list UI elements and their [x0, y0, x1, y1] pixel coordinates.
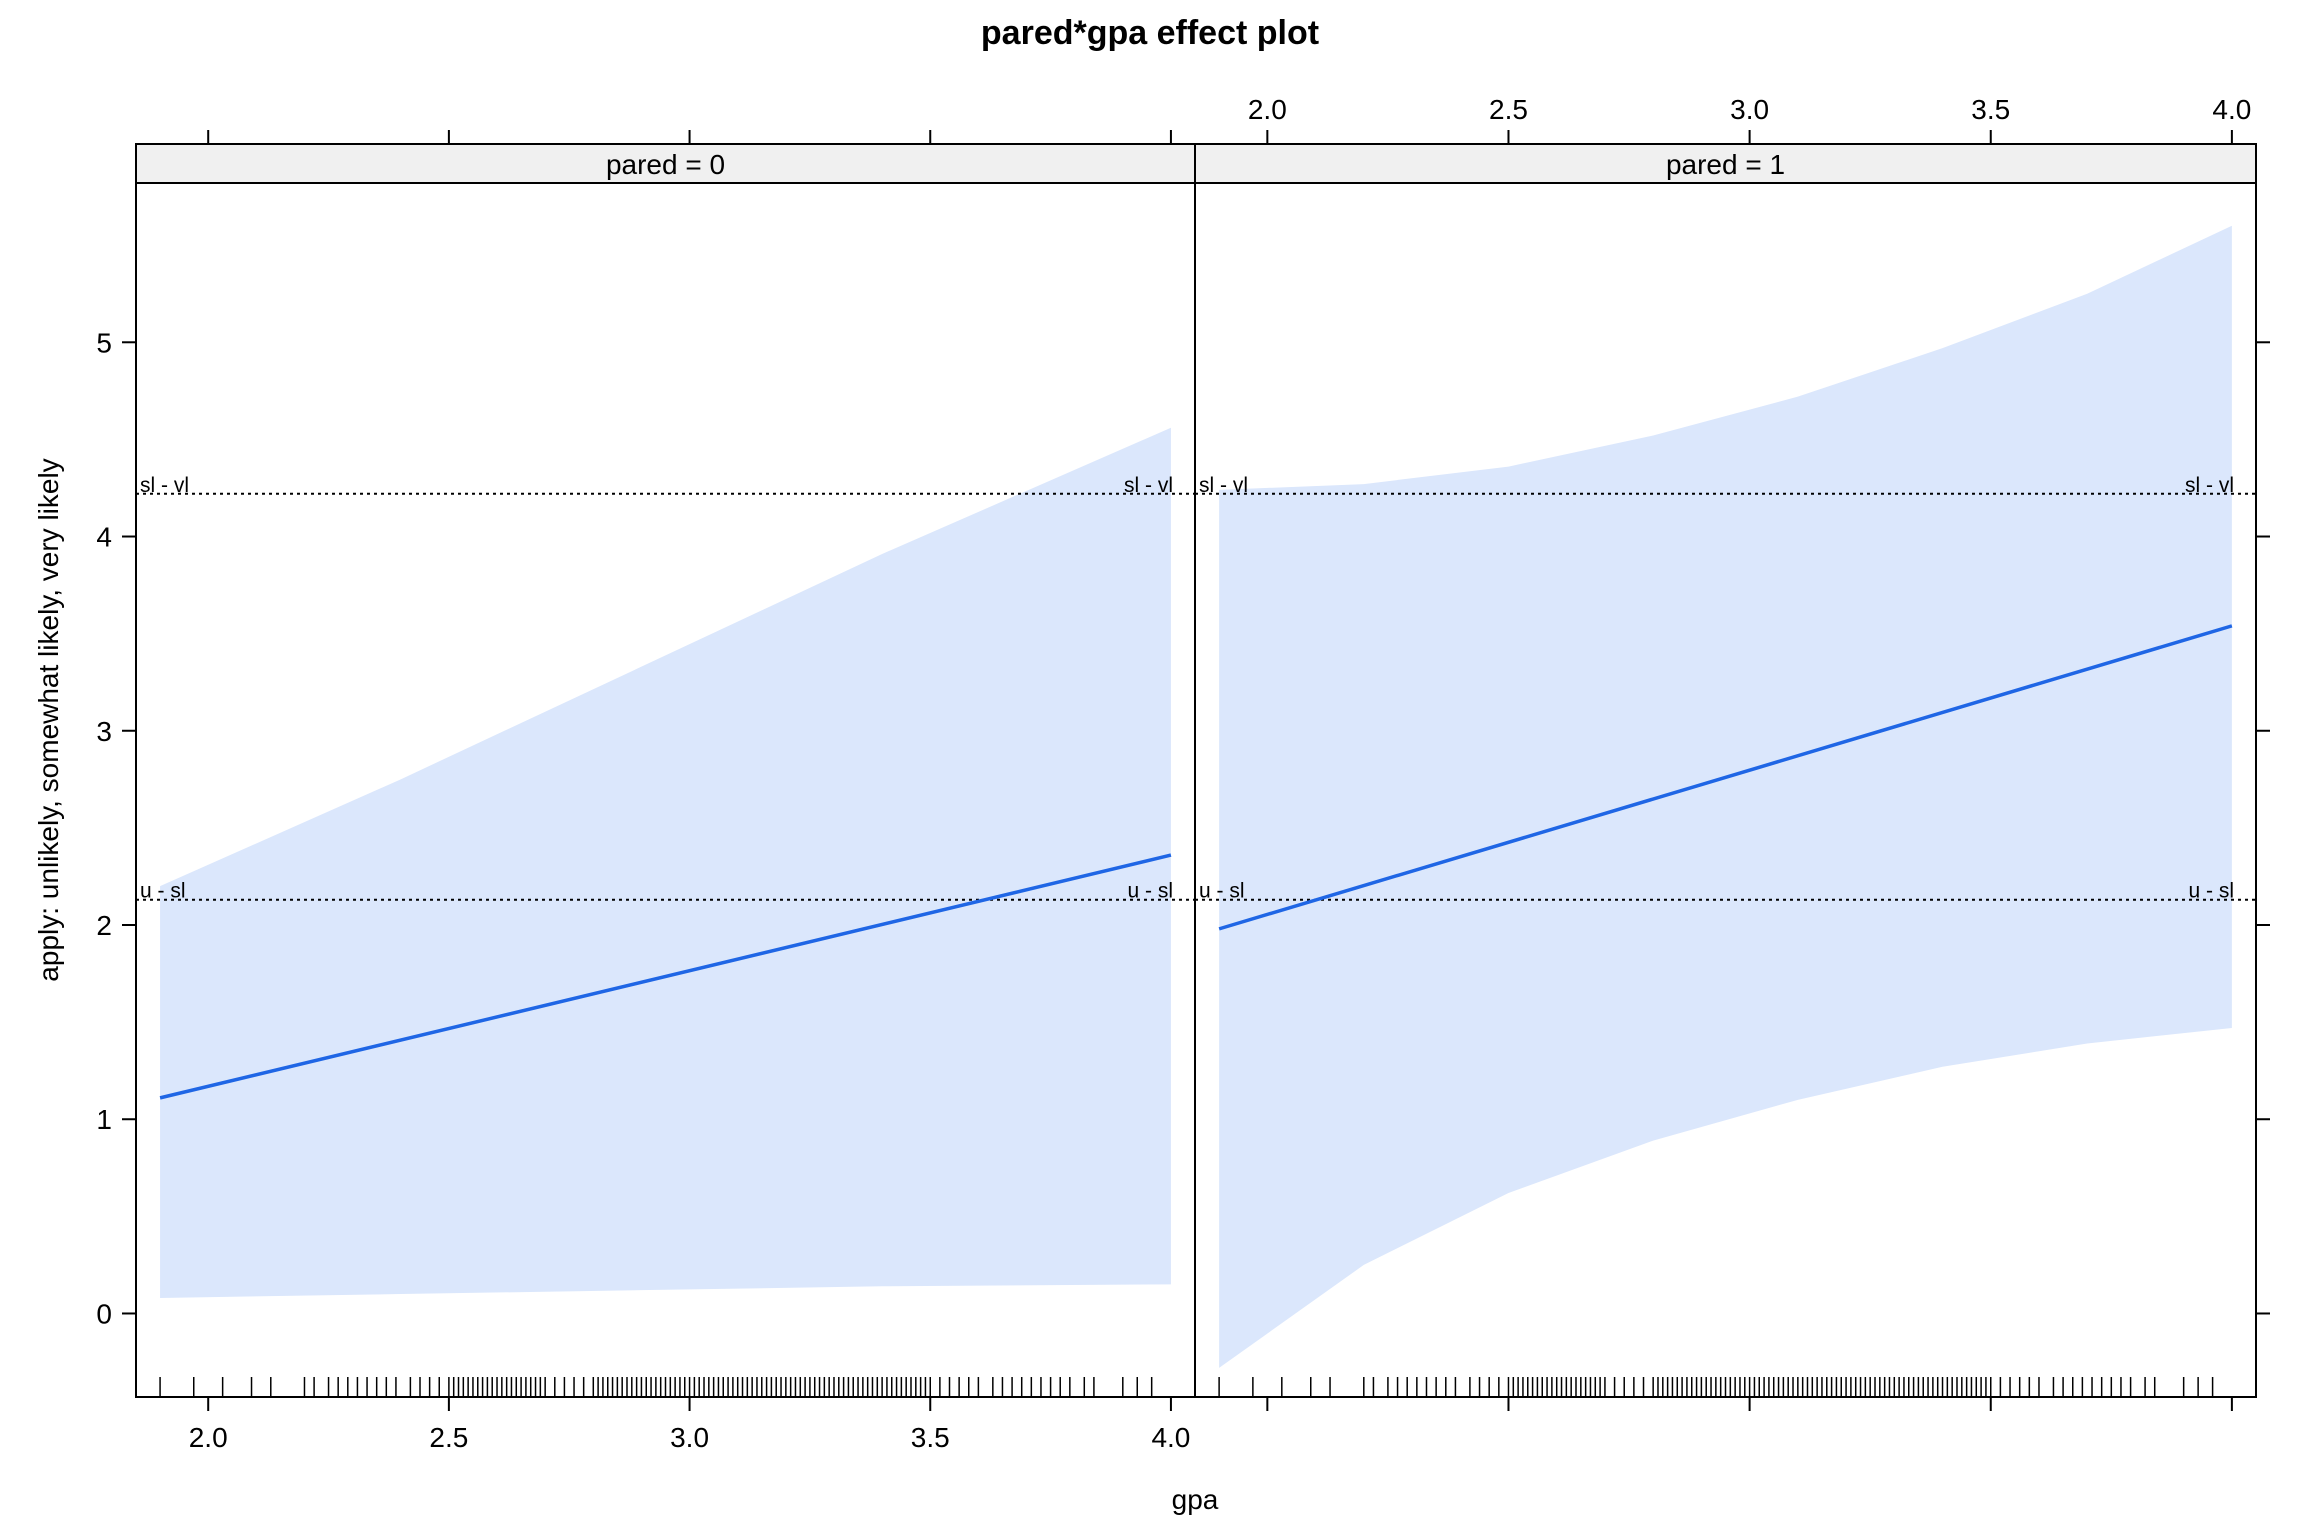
- x-tick-label: 2.5: [1489, 94, 1528, 125]
- x-tick-label: 3.0: [1730, 94, 1769, 125]
- panel-border: [1194, 182, 2257, 1398]
- strip-label: pared = 0: [606, 149, 725, 180]
- threshold-label: u - sl: [1199, 880, 1245, 903]
- threshold-label: u - sl: [2188, 880, 2234, 903]
- x-tick-label: 2.5: [429, 1422, 468, 1453]
- x-tick-label: 4.0: [2212, 94, 2251, 125]
- x-tick-label: 3.5: [1971, 94, 2010, 125]
- threshold-label: u - sl: [140, 880, 186, 903]
- y-tick-label: 4: [96, 522, 112, 553]
- fitted-line: [159, 853, 1172, 1100]
- x-tick-label: 3.5: [911, 1422, 950, 1453]
- y-tick-label: 2: [96, 910, 112, 941]
- x-tick-label: 2.0: [189, 1422, 228, 1453]
- panel-1: u - sl u - sl sl - vl sl - vl pared = 1: [1194, 143, 2257, 1398]
- y-tick-label: 1: [96, 1104, 112, 1135]
- panel-content: [136, 427, 1195, 1397]
- x-tick-label: 4.0: [1151, 1422, 1190, 1453]
- confidence-band: [1219, 225, 2232, 1368]
- strip-label: pared = 1: [1666, 149, 1785, 180]
- x-tick-label: 2.0: [1248, 94, 1287, 125]
- threshold-label: sl - vl: [2185, 474, 2234, 497]
- threshold-label: sl - vl: [140, 474, 189, 497]
- panel-content: [1195, 225, 2256, 1397]
- y-tick-label: 3: [96, 716, 112, 747]
- y-axis-label: apply: unlikely, somewhat likely, very l…: [33, 458, 64, 981]
- threshold-label: sl - vl: [1199, 474, 1248, 497]
- y-tick-label: 0: [96, 1298, 112, 1329]
- threshold-label: sl - vl: [1124, 474, 1173, 497]
- panel-0: u - sl u - sl sl - vl sl - vl pared = 0: [135, 143, 1196, 1398]
- x-tick-label: 3.0: [670, 1422, 709, 1453]
- y-tick-label: 5: [96, 327, 112, 358]
- confidence-band: [160, 427, 1171, 1298]
- fitted-line: [1218, 624, 2233, 931]
- chart-title: pared*gpa effect plot: [981, 14, 1319, 52]
- x-axis-label: gpa: [1172, 1484, 1219, 1515]
- threshold-label: u - sl: [1127, 880, 1173, 903]
- axes: 2.0 2.0 2.5 2.5 3.0 3.0 3.5 3.5 4.0 4.0 0 1 2 3 4 5: [96, 94, 2270, 1453]
